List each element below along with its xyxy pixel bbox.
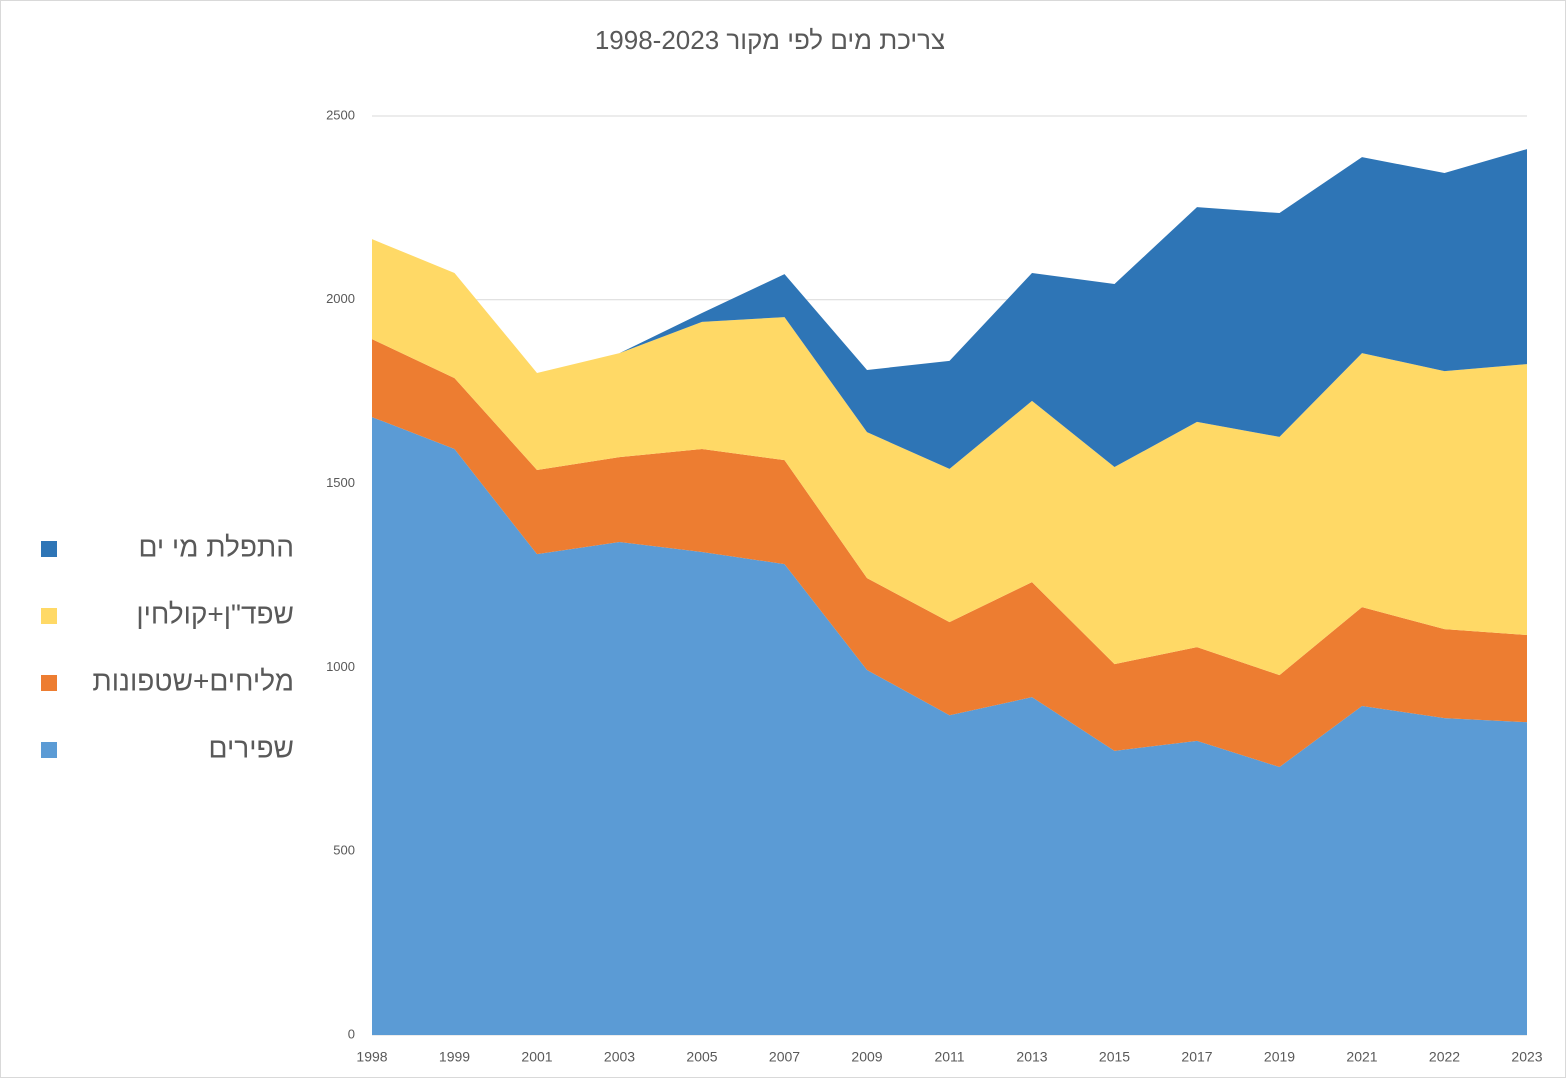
x-tick-label: 2009: [851, 1049, 882, 1065]
legend-label: מליחים+שטפונות: [92, 665, 294, 696]
legend-label: שפד"ן+קולחין: [136, 598, 294, 629]
area: [372, 149, 1527, 469]
x-tick-label: 2005: [686, 1049, 717, 1065]
y-tick-label: 500: [333, 843, 355, 858]
legend-label: שפירים: [209, 732, 294, 763]
x-tick-label: 2023: [1511, 1049, 1542, 1065]
legend-swatch: [41, 675, 57, 691]
y-tick-label: 2500: [326, 107, 355, 122]
legend-label: התפלת מי ים: [138, 531, 294, 562]
x-tick-label: 1998: [356, 1049, 387, 1065]
x-tick-label: 2021: [1346, 1049, 1377, 1065]
area: [372, 239, 1527, 676]
legend-swatch: [41, 608, 57, 624]
x-tick-label: 2011: [934, 1049, 964, 1065]
y-tick-label: 0: [348, 1026, 355, 1041]
x-tick-label: 2019: [1264, 1049, 1295, 1065]
x-tick-label: 2015: [1099, 1049, 1130, 1065]
area: [372, 417, 1527, 1035]
x-tick-label: 2007: [769, 1049, 800, 1065]
y-tick-label: 1500: [326, 475, 355, 490]
x-tick-label: 2001: [521, 1049, 552, 1065]
legend-swatch: [41, 541, 57, 557]
x-tick-label: 2022: [1429, 1049, 1460, 1065]
chart-title: צריכת מים לפי מקור 1998-2023: [595, 25, 945, 55]
x-tick-label: 1999: [439, 1049, 470, 1065]
y-tick-label: 1000: [326, 659, 355, 674]
legend-swatch: [41, 742, 57, 758]
area: [372, 339, 1527, 768]
x-tick-label: 2017: [1181, 1049, 1212, 1065]
x-tick-label: 2013: [1016, 1049, 1047, 1065]
y-tick-label: 2000: [326, 291, 355, 306]
x-tick-label: 2003: [604, 1049, 635, 1065]
